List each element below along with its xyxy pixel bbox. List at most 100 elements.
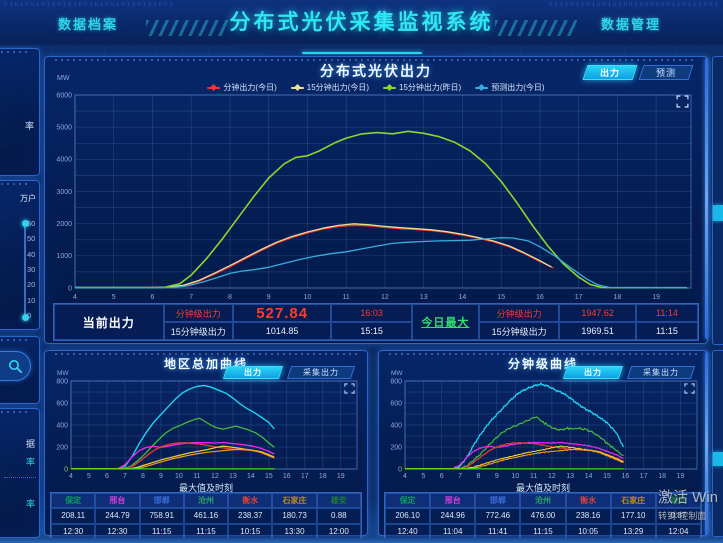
svg-text:16: 16 — [536, 294, 544, 301]
gauge-tick: 50 — [27, 234, 36, 244]
gauge-unit-label: 万户 — [20, 194, 36, 203]
pv-output-chart[interactable]: 0 1000 2000 3000 4000 5000 6000 4 5 6 7 8 9 10 11 12 13 1… — [49, 90, 703, 302]
max-value: 208.11 — [51, 508, 96, 524]
tab-output[interactable]: 出力 — [582, 65, 638, 80]
max-value: 238.16 — [565, 508, 611, 524]
search-icon — [9, 360, 23, 374]
svg-text:7: 7 — [458, 473, 462, 480]
svg-text:5: 5 — [87, 473, 91, 480]
max-value: 461.16 — [183, 508, 229, 524]
legend-item[interactable]: 15分钟出力(昨日) — [383, 82, 461, 93]
sidebar-panel-search — [0, 336, 40, 404]
svg-text:9: 9 — [267, 294, 271, 301]
max-fifteen-min-output-value: 1969.51 — [559, 322, 636, 340]
svg-text:6: 6 — [105, 473, 109, 480]
minute-output-name: 分钟级出力 — [163, 304, 233, 322]
svg-text:3000: 3000 — [56, 189, 72, 196]
tab-forecast[interactable]: 预测 — [638, 65, 694, 80]
svg-text:18: 18 — [319, 473, 327, 480]
sidebar-panel-cropped-bottom: 据 率 率 — [0, 408, 40, 538]
legend-item[interactable]: 15分钟出力(今日) — [290, 82, 369, 93]
city-name: 雄安 — [316, 493, 361, 508]
svg-text:19: 19 — [337, 473, 345, 480]
minute-level-panel: 分钟级曲线 出力 采集出力 MW 0 200 400 600 800 4 5 6 7 8 9 10 11… — [378, 350, 708, 541]
svg-text:16: 16 — [622, 473, 630, 480]
svg-text:0: 0 — [68, 285, 72, 292]
legend-marker-icon — [207, 83, 221, 91]
region-total-chart[interactable]: 0 200 400 600 800 4 5 6 7 8 9 10 11 12 13 14 15 16 17 18 19 — [47, 377, 365, 481]
svg-text:12: 12 — [211, 473, 219, 480]
svg-text:11: 11 — [530, 473, 537, 480]
svg-text:4000: 4000 — [56, 157, 72, 164]
fifteen-min-output-time: 15:15 — [331, 322, 412, 340]
svg-text:4: 4 — [73, 294, 77, 301]
max-value-time-title: 最大值及时刻 — [178, 483, 233, 493]
max-value: 476.00 — [520, 508, 566, 524]
city-name: 保定 — [51, 493, 96, 508]
fullscreen-icon[interactable] — [676, 95, 689, 108]
legend-item[interactable]: 预测出力(今日) — [475, 82, 545, 93]
svg-text:13: 13 — [420, 294, 428, 301]
city-name: 石家庄 — [610, 493, 656, 508]
right-panel-cropped-bottom — [712, 350, 723, 537]
svg-text:18: 18 — [658, 473, 666, 480]
max-value: 244.79 — [95, 508, 140, 524]
svg-text:13: 13 — [229, 473, 237, 480]
right-panel-button-fragment — [713, 205, 723, 221]
sidebar-panel-gauge: 万户 60 50 40 30 20 10 0 — [0, 180, 40, 330]
max-fifteen-min-output-name: 15分钟级出力 — [478, 322, 560, 340]
pv-output-panel: 分布式光伏出力 出力 预测 MW 分钟出力(今日) 15分钟出力(今日) 15分钟出… — [44, 56, 708, 344]
svg-text:12: 12 — [381, 294, 389, 301]
svg-text:7: 7 — [189, 294, 193, 301]
fullscreen-icon[interactable] — [684, 383, 695, 394]
svg-text:14: 14 — [585, 473, 593, 480]
y-axis-unit: MW — [57, 370, 69, 377]
legend-marker-icon — [383, 83, 396, 91]
sidebar-fragment-label: 据 — [25, 439, 35, 449]
chart-legend: 分钟出力(今日) 15分钟出力(今日) 15分钟出力(昨日) 预测出力(今日) — [45, 82, 707, 93]
legend-item[interactable]: 分钟出力(今日) — [207, 82, 277, 93]
max-value: 758.91 — [139, 508, 184, 524]
svg-text:13: 13 — [566, 473, 574, 480]
y-axis-unit: MW — [391, 370, 403, 377]
max-minute-output-value: 1947.62 — [559, 304, 636, 322]
svg-text:200: 200 — [390, 444, 402, 451]
minute-level-chart[interactable]: 0 200 400 600 800 4 5 6 7 8 9 10 11 12 13 14 15 16 17 18 19 — [381, 377, 705, 481]
svg-text:7: 7 — [123, 473, 127, 480]
max-value: 206.10 — [385, 508, 431, 524]
right-panel-cropped-top — [712, 56, 723, 345]
city-name: 沧州 — [183, 493, 229, 508]
svg-text:11: 11 — [343, 294, 350, 301]
deco-hatch-right — [495, 20, 577, 36]
svg-text:9: 9 — [159, 473, 163, 480]
svg-text:15: 15 — [265, 473, 273, 480]
deco-binary-right: 0101001010010100101001010010100101001010 — [549, 2, 719, 8]
max-minute-output-name: 分钟级出力 — [478, 304, 560, 322]
svg-text:15: 15 — [497, 294, 505, 301]
y-axis-unit: MW — [57, 75, 70, 82]
gauge-tick: 20 — [27, 280, 36, 290]
vertical-divider — [705, 352, 708, 535]
fullscreen-icon[interactable] — [344, 383, 355, 394]
app-header: 0101001010010100101001010010100101001010… — [0, 0, 723, 55]
fifteen-min-output-value: 1014.85 — [232, 322, 332, 340]
svg-text:6: 6 — [151, 294, 155, 301]
svg-text:5000: 5000 — [56, 125, 72, 132]
nav-data-archive[interactable]: 数据档案 — [58, 17, 119, 32]
svg-text:400: 400 — [390, 422, 402, 429]
svg-text:19: 19 — [677, 473, 685, 480]
svg-text:800: 800 — [56, 378, 68, 385]
svg-text:11: 11 — [193, 473, 200, 480]
gauge-tick: 10 — [27, 295, 36, 305]
city-header-row: 保定 邢台 邯郸 沧州 衡水 石家庄 雄安 — [51, 493, 361, 508]
svg-text:6000: 6000 — [56, 92, 72, 99]
search-box[interactable] — [0, 351, 31, 381]
legend-marker-icon — [290, 83, 304, 91]
gauge-tick: 40 — [27, 249, 36, 259]
nav-data-management[interactable]: 数据管理 — [600, 17, 661, 32]
svg-text:10: 10 — [304, 294, 312, 301]
gauge-axis-line — [21, 220, 29, 321]
max-value-row: 208.11 244.79 758.91 461.16 238.37 180.73 0.88 — [51, 508, 361, 524]
max-value-time-title: 最大值及时刻 — [515, 483, 570, 493]
current-output-label: 当前出力 — [54, 304, 164, 340]
